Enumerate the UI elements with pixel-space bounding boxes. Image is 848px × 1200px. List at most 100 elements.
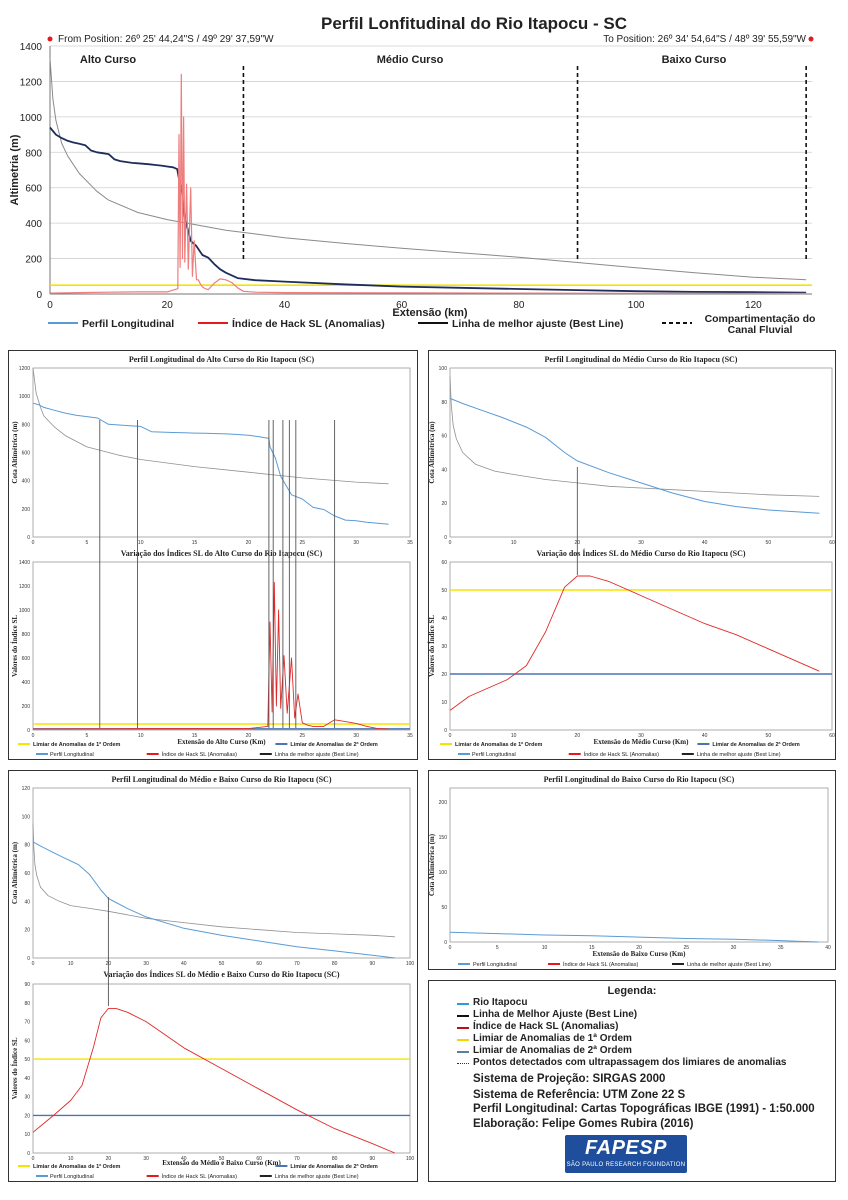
- alto-sl-ytick-label: 400: [22, 680, 31, 686]
- medio-sl-ytick-label: 10: [441, 700, 447, 706]
- baixo-profile-y-label: Cota Altimétrica (m): [428, 833, 436, 896]
- legend-title: Legenda:: [607, 985, 657, 997]
- baixo-profile-xtick-label: 5: [496, 945, 499, 951]
- baixo-profile-xtick-label: 20: [636, 945, 642, 951]
- medio-baixo-profile-profile-line: [32, 841, 395, 959]
- alto-sl-xtick-label: 15: [192, 733, 198, 739]
- alto-profile-xtick-label: 20: [246, 540, 252, 546]
- medio-baixo-profile-xtick-label: 10: [68, 961, 74, 967]
- meta-projection: Sistema de Projeção: SIRGAS 2000: [473, 1073, 666, 1085]
- medio-profile-plot-area: [449, 367, 833, 538]
- alto-sl-hack-line: [32, 581, 389, 730]
- alto-profile-y-label: Cota Altimétrica (m): [11, 421, 19, 484]
- medio-profile-ytick-label: 40: [441, 467, 447, 473]
- medio-legend-limiar1: Limiar de Anomalias de 1ª Ordem: [455, 741, 543, 748]
- main-title: Perfil Lonfitudinal do Rio Itapocu - SC: [321, 14, 627, 33]
- baixo-profile-profile-line: [449, 931, 819, 943]
- panel-medio-baixo-curso: [8, 770, 418, 1182]
- alto-sl-xtick-label: 30: [353, 733, 359, 739]
- medio-sl-hack-line: [449, 575, 820, 711]
- meta-author: Elaboração: Felipe Gomes Rubira (2016): [473, 1118, 694, 1130]
- medio-sl-xtick-label: 10: [511, 733, 517, 739]
- medio-baixo-sl-xtick-label: 0: [32, 1156, 35, 1162]
- medio-baixo-sl-ytick-label: 80: [24, 1001, 30, 1007]
- baixo-profile-ytick-label: 100: [439, 870, 448, 876]
- medio-baixo-profile-xtick-label: 60: [256, 961, 262, 967]
- medio-baixo-profile-xtick-label: 100: [406, 961, 415, 967]
- medio-profile-xtick-label: 60: [829, 540, 835, 546]
- medio-baixo-profile-ytick-label: 80: [24, 843, 30, 849]
- alto-profile-ytick-label: 1000: [19, 394, 30, 400]
- medio-baixo-profile-y-label: Cota Altimétrica (m): [11, 841, 19, 904]
- medio-baixo-profile-xtick-label: 90: [370, 961, 376, 967]
- medio-baixo-profile-ytick-label: 0: [27, 956, 30, 962]
- alto-legend-limiar2: Limiar de Anomalias de 2ª Ordem: [290, 741, 378, 748]
- medio-sl-xtick-label: 20: [575, 733, 581, 739]
- baixo-profile-xtick-label: 15: [589, 945, 595, 951]
- to-position: To Position: 26º 34' 54,64"S / 48º 39' 5…: [603, 34, 806, 45]
- alto-profile-xtick-label: 35: [407, 540, 413, 546]
- medio-sl-ytick-label: 60: [441, 560, 447, 566]
- alto-sl-xtick-label: 0: [32, 733, 35, 739]
- medio-profile-best-line: [449, 376, 820, 497]
- medio-sl-xtick-label: 30: [638, 733, 644, 739]
- medio-sl-xtick-label: 0: [449, 733, 452, 739]
- meta-reference: Sistema de Referência: UTM Zone 22 S: [473, 1089, 686, 1101]
- medio-baixo-profile-ytick-label: 60: [24, 871, 30, 877]
- medio-sl-y-label: Valores do Índice SL: [428, 615, 436, 677]
- main-y-label: Altimetria (m): [9, 134, 21, 205]
- main-best-line: [49, 58, 807, 281]
- chart-baixo-profile: Perfil Longitudinal do Baixo Curso do Ri…: [428, 775, 831, 958]
- medio-sl-xtick-label: 40: [702, 733, 708, 739]
- medio-baixo-profile-best-line: [32, 823, 395, 938]
- alto-sl-xtick-label: 10: [138, 733, 144, 739]
- alto-profile-best-line: [32, 367, 389, 485]
- medio-baixo-sl-xtick-label: 80: [332, 1156, 338, 1162]
- alto-legend-limiar1: Limiar de Anomalias de 1ª Ordem: [33, 741, 121, 748]
- from-position: From Position: 26º 25' 44,24"S / 49º 29'…: [58, 34, 274, 45]
- mb-legend-limiar1: Limiar de Anomalias de 1ª Ordem: [33, 1163, 121, 1170]
- main-xtick-label: 0: [47, 300, 53, 311]
- alto-sl-y-label: Valores do Índice SL: [11, 615, 19, 677]
- chart-medio-sl: Variação dos Índices SL do Médio Curso d…: [428, 548, 835, 746]
- mb-legend-limiar2: Limiar de Anomalias de 2ª Ordem: [290, 1163, 378, 1170]
- logo-sub: SÃO PAULO RESEARCH FOUNDATION: [566, 1162, 686, 1168]
- medio-profile-y-label: Cota Altimétrica (m): [428, 421, 436, 484]
- medio-baixo-sl-xtick-label: 60: [256, 1156, 262, 1162]
- medio-profile-profile-line: [449, 397, 820, 514]
- medio-baixo-sl-ytick-label: 60: [24, 1038, 30, 1044]
- medio-sl-ytick-label: 20: [441, 672, 447, 678]
- alto-sl-ytick-label: 800: [22, 632, 31, 638]
- baixo-profile-x-label: Extensão do Baixo Curso (Km): [593, 950, 687, 958]
- alto-profile-plot-area: [32, 367, 411, 538]
- main-profile-line: [49, 126, 807, 294]
- alto-profile-ytick-label: 0: [27, 535, 30, 541]
- alto-sl-xtick-label: 25: [300, 733, 306, 739]
- medio-baixo-sl-ytick-label: 30: [24, 1095, 30, 1101]
- medio-baixo-sl-xtick-label: 10: [68, 1156, 74, 1162]
- medio-profile-xtick-label: 50: [766, 540, 772, 546]
- medio-baixo-sl-xtick-label: 90: [370, 1156, 376, 1162]
- section-label-baixo: Baixo Curso: [662, 54, 727, 66]
- medio-baixo-profile-plot-area: [32, 787, 411, 959]
- mb-legend-perfil: Perfil Longitudinal: [50, 1174, 94, 1180]
- baixo-profile-xtick-label: 35: [778, 945, 784, 951]
- medio-legend-best: Linha de melhor ajuste (Best Line): [697, 752, 781, 758]
- medio-profile-xtick-label: 10: [511, 540, 517, 546]
- panel-medio-curso: [428, 350, 836, 760]
- main-legend-hack: Índice de Hack SL (Anomalias): [232, 317, 385, 330]
- alto-profile-xtick-label: 25: [300, 540, 306, 546]
- baixo-legend-hack: Índice de Hack SL (Anomalias): [563, 961, 638, 968]
- chart-medio-profile: Perfil Longitudinal do Médio Curso do Ri…: [428, 355, 835, 546]
- alto-profile-ytick-label: 1200: [19, 366, 30, 372]
- section-label-alto: Alto Curso: [80, 54, 137, 66]
- medio-sl-ytick-label: 40: [441, 616, 447, 622]
- medio-baixo-sl-ytick-label: 70: [24, 1020, 30, 1026]
- to-marker: [808, 36, 814, 42]
- main-legend-comp-2: Canal Fluvial: [728, 324, 793, 336]
- medio-baixo-profile-xtick-label: 80: [332, 961, 338, 967]
- medio-profile-ytick-label: 20: [441, 501, 447, 507]
- baixo-profile-title: Perfil Longitudinal do Baixo Curso do Ri…: [544, 775, 735, 784]
